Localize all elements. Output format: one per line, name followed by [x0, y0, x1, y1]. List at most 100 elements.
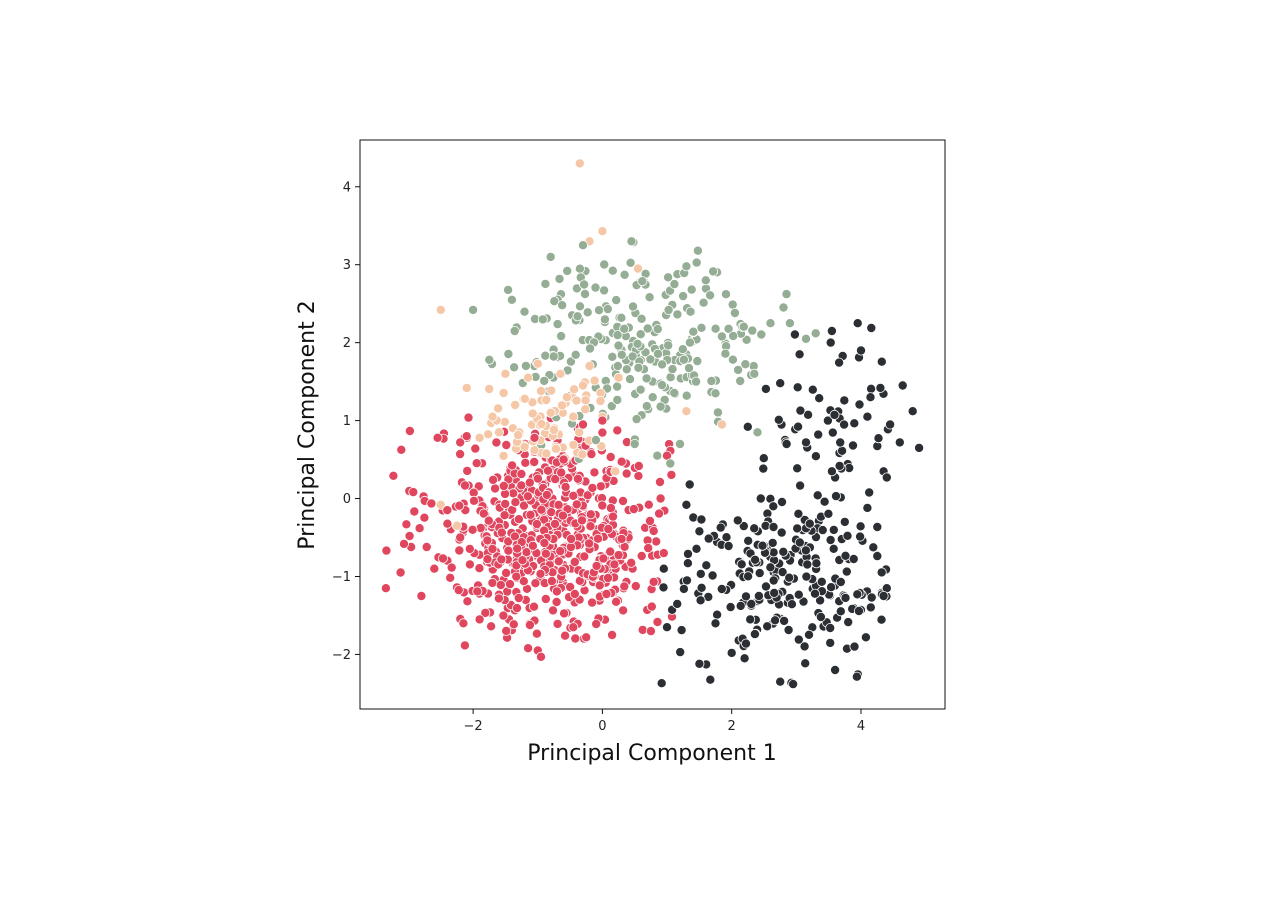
- data-point: [388, 470, 399, 481]
- data-point: [854, 399, 865, 410]
- data-point: [868, 542, 879, 553]
- data-point: [773, 414, 784, 425]
- data-point: [768, 501, 779, 512]
- data-point: [691, 257, 702, 268]
- data-point: [483, 515, 494, 526]
- data-point: [619, 323, 630, 334]
- data-point: [865, 602, 876, 613]
- data-point: [801, 571, 812, 582]
- data-point: [866, 383, 877, 394]
- data-point: [658, 582, 669, 593]
- data-point: [540, 594, 551, 605]
- data-point: [584, 360, 595, 371]
- data-point: [484, 383, 495, 394]
- data-point: [738, 521, 749, 532]
- data-point: [795, 480, 806, 491]
- data-point: [703, 533, 714, 544]
- data-point: [540, 548, 551, 559]
- data-point: [510, 497, 521, 508]
- data-point: [569, 384, 580, 395]
- data-point: [599, 259, 610, 270]
- data-point: [658, 548, 669, 559]
- y-tick-label: 2: [343, 336, 351, 351]
- data-point: [841, 566, 852, 577]
- data-point: [616, 312, 627, 323]
- data-point: [612, 394, 623, 405]
- data-point: [675, 438, 686, 449]
- data-point: [829, 409, 840, 420]
- data-point: [765, 562, 776, 573]
- data-point: [647, 392, 658, 403]
- data-point: [569, 589, 580, 600]
- data-point: [769, 587, 780, 598]
- data-point: [493, 593, 504, 604]
- data-point: [825, 623, 836, 634]
- data-point: [819, 496, 830, 507]
- data-point: [682, 575, 693, 586]
- data-point: [712, 407, 723, 418]
- data-point: [778, 302, 789, 313]
- data-point: [633, 263, 644, 274]
- data-point: [589, 375, 600, 386]
- data-point: [513, 514, 524, 525]
- data-point: [701, 560, 712, 571]
- data-point: [629, 438, 640, 449]
- data-point: [692, 245, 703, 256]
- data-point: [398, 538, 409, 549]
- data-point: [683, 548, 694, 559]
- data-point: [876, 614, 887, 625]
- data-point: [641, 373, 652, 384]
- data-point: [864, 487, 875, 498]
- data-point: [875, 382, 886, 393]
- data-point: [852, 589, 863, 600]
- data-point: [708, 266, 719, 277]
- data-point: [517, 555, 528, 566]
- data-point: [688, 512, 699, 523]
- data-point: [792, 463, 803, 474]
- data-point: [726, 647, 737, 658]
- data-point: [575, 301, 586, 312]
- data-point: [907, 406, 918, 417]
- data-point: [468, 495, 479, 506]
- data-point: [419, 512, 430, 523]
- data-point: [710, 388, 721, 399]
- data-point: [743, 571, 754, 582]
- data-point: [519, 306, 530, 317]
- data-point: [831, 491, 842, 502]
- data-point: [501, 625, 512, 636]
- data-point: [461, 431, 472, 442]
- data-point: [537, 314, 548, 325]
- data-point: [487, 544, 498, 555]
- data-point: [598, 553, 609, 564]
- data-point: [691, 376, 702, 387]
- data-point: [801, 437, 812, 448]
- data-point: [550, 518, 561, 529]
- y-tick-label: −1: [332, 570, 351, 585]
- data-point: [849, 418, 860, 429]
- data-point: [749, 368, 760, 379]
- data-point: [585, 343, 596, 354]
- data-point: [707, 570, 718, 581]
- data-point: [834, 460, 845, 471]
- data-point: [758, 463, 769, 474]
- data-point: [663, 272, 674, 283]
- data-point: [611, 295, 622, 306]
- data-point: [855, 521, 866, 532]
- data-point: [894, 437, 905, 448]
- data-point: [409, 506, 420, 517]
- data-point: [496, 527, 507, 538]
- data-point: [474, 614, 485, 625]
- data-point: [635, 384, 646, 395]
- data-point: [523, 372, 534, 383]
- data-point: [625, 257, 636, 268]
- data-point: [586, 449, 597, 460]
- data-point: [585, 521, 596, 532]
- data-point: [672, 598, 683, 609]
- data-point: [536, 504, 547, 515]
- data-point: [539, 375, 550, 386]
- data-point: [545, 407, 556, 418]
- data-point: [607, 265, 618, 276]
- data-point: [446, 562, 457, 573]
- data-point: [815, 595, 826, 606]
- data-point: [442, 505, 453, 516]
